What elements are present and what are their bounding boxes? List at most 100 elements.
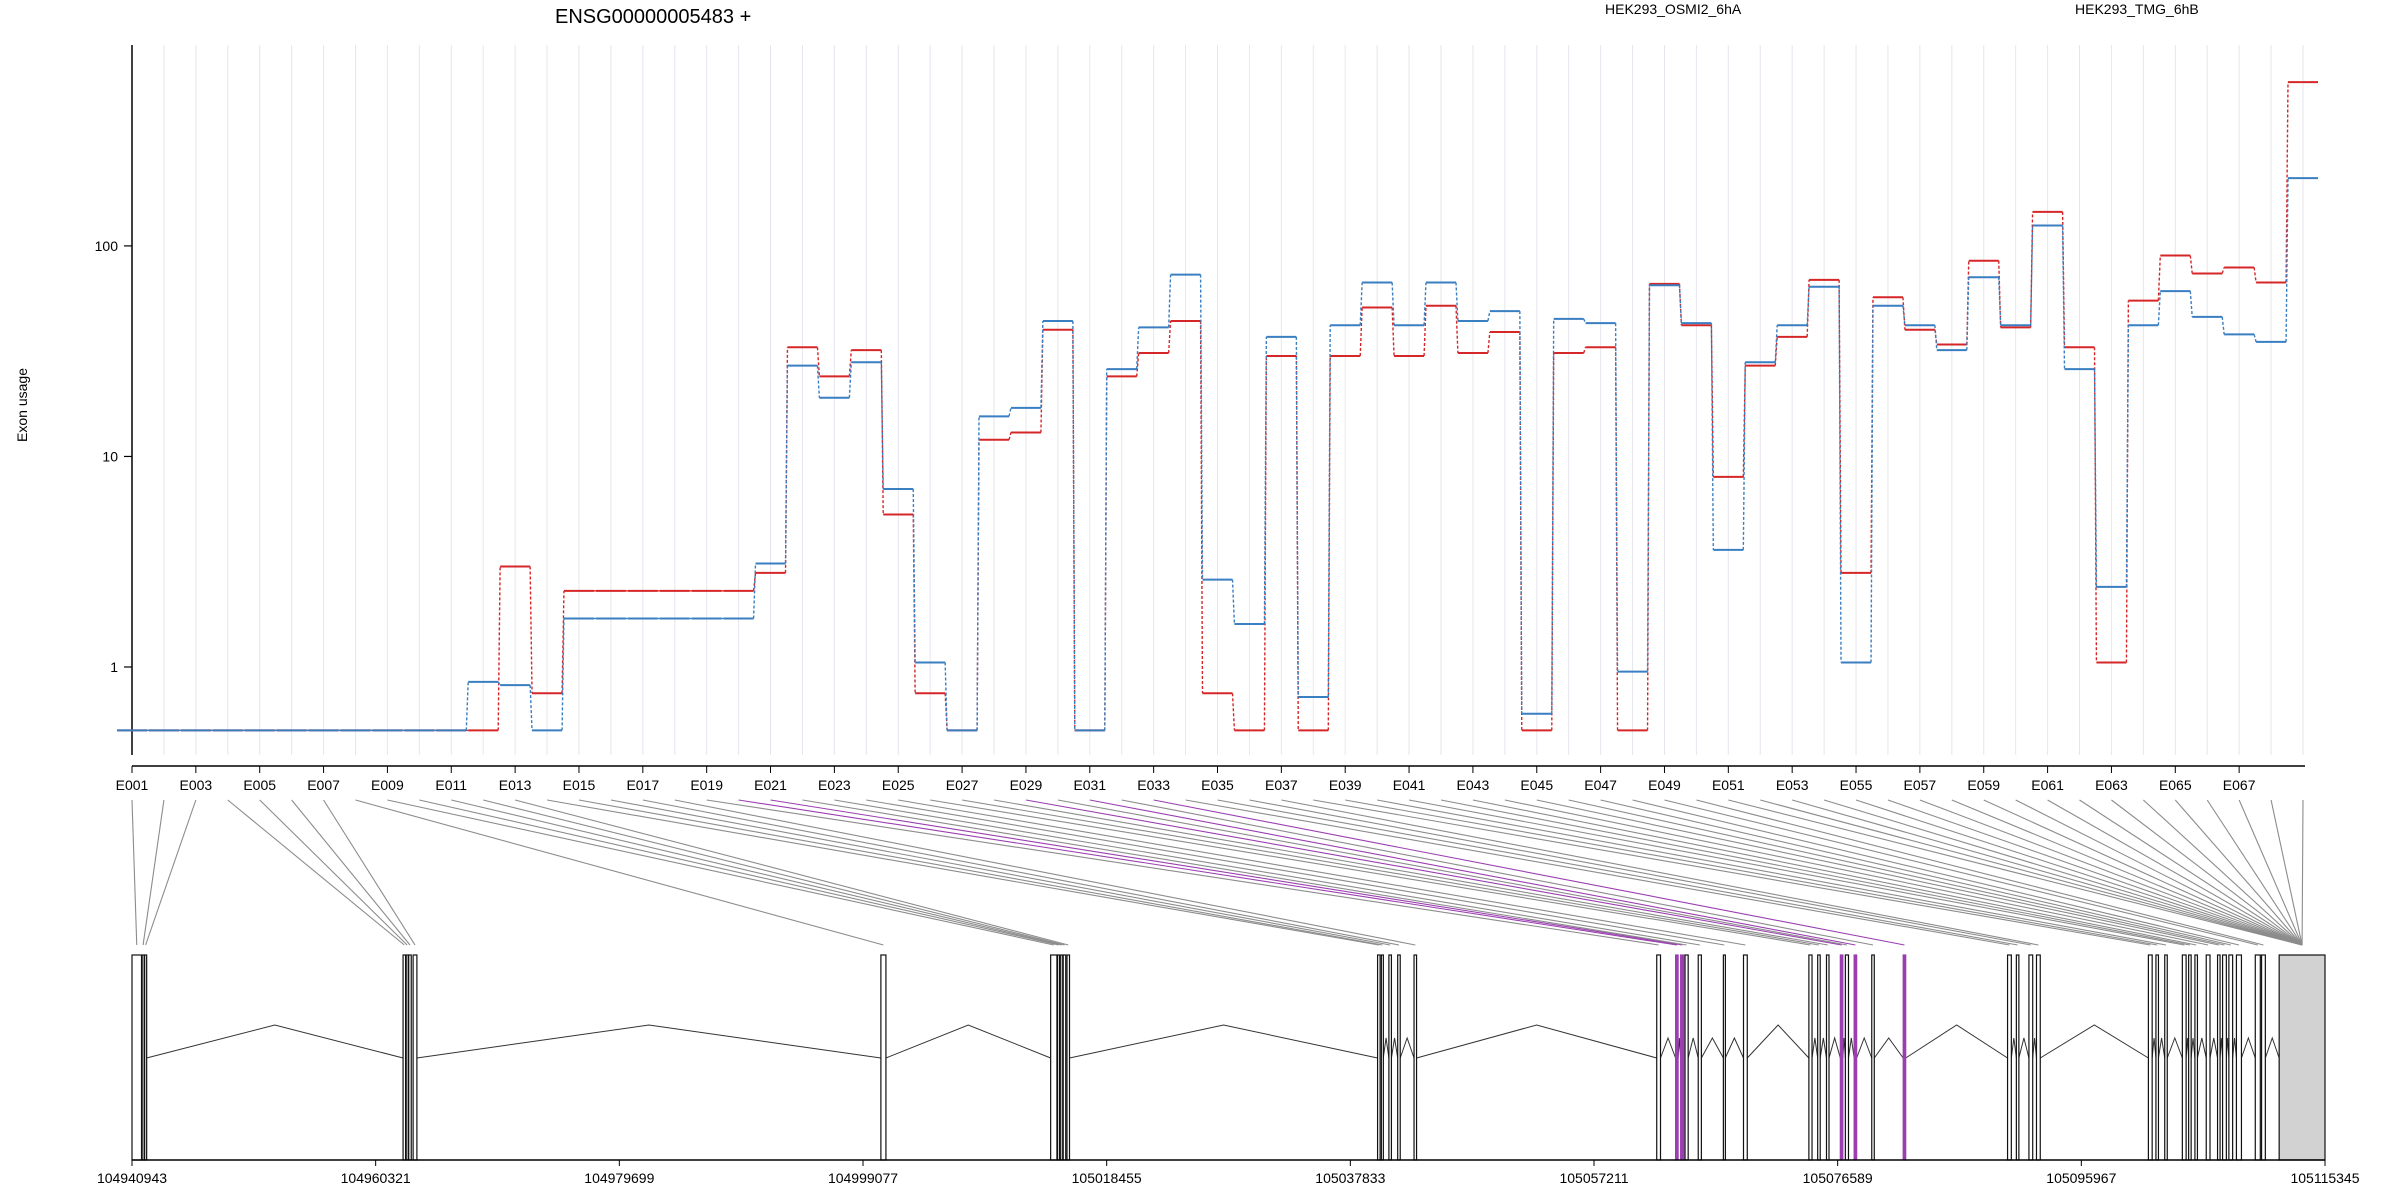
exon-label: E053 <box>1776 777 1809 793</box>
exon-connector <box>738 799 1677 946</box>
series-connector <box>561 590 565 694</box>
exon-label: E045 <box>1520 777 1553 793</box>
exon-box <box>1056 954 1061 1161</box>
exon-connector <box>802 799 1687 946</box>
series-connector <box>529 566 533 694</box>
intron-line <box>2018 1037 2030 1059</box>
exon-box <box>1871 954 1875 1161</box>
exon-connector <box>1025 799 1842 946</box>
exon-box <box>880 954 887 1161</box>
series-connector <box>1263 336 1268 625</box>
series-connector <box>2029 225 2034 326</box>
exon-connector <box>706 799 1659 946</box>
series-connector <box>529 685 533 731</box>
exon-label: E055 <box>1840 777 1873 793</box>
intron-line <box>2209 1037 2219 1059</box>
exon-label: E041 <box>1393 777 1426 793</box>
series-connector <box>2125 325 2130 587</box>
exon-label: E063 <box>2095 777 2128 793</box>
series-connector <box>784 365 789 564</box>
exon-box <box>2228 954 2234 1161</box>
series-connector <box>1998 260 2002 328</box>
exon-box <box>2015 954 2020 1161</box>
exon-box <box>1808 954 1813 1161</box>
intron-line <box>416 1024 881 1059</box>
exon-label: E023 <box>818 777 851 793</box>
exon-label: E025 <box>882 777 915 793</box>
exon-label: E037 <box>1265 777 1298 793</box>
intron-line <box>1382 1037 1390 1059</box>
intron-line <box>1416 1024 1657 1059</box>
exon-label: E013 <box>499 777 532 793</box>
exon-connector <box>1089 799 1856 946</box>
exon-label: E021 <box>754 777 787 793</box>
exon-connector <box>993 799 1828 946</box>
exon-box <box>408 954 412 1161</box>
intron-line <box>2196 1037 2207 1059</box>
exon-box <box>1388 954 1393 1161</box>
intron-line <box>1700 1036 1724 1059</box>
y-tick-label: 10 <box>102 448 118 464</box>
exon-label: E027 <box>946 777 979 793</box>
series-connector <box>848 350 853 377</box>
exon-connector <box>1983 799 2303 946</box>
series-connector <box>1902 305 1906 326</box>
series-connector <box>1838 279 1842 573</box>
exon-box <box>1742 954 1748 1161</box>
series-connector <box>2253 334 2257 343</box>
series-connector <box>1646 285 1651 672</box>
exon-connector <box>2047 799 2303 946</box>
series-connector <box>1072 329 1076 731</box>
exon-label: E057 <box>1904 777 1937 793</box>
exon-connector <box>1887 799 2303 946</box>
exon-connector <box>961 799 1820 946</box>
exon-connector <box>930 799 1811 946</box>
exon-label: E067 <box>2223 777 2256 793</box>
intron-line <box>2232 1037 2237 1059</box>
exon-label: E005 <box>243 777 276 793</box>
exon-box <box>1380 954 1384 1161</box>
exon-box <box>1684 954 1689 1161</box>
exon-label: E043 <box>1457 777 1490 793</box>
exon-connector <box>1121 799 1874 946</box>
series-connector <box>1327 355 1331 731</box>
exon-box <box>1066 954 1071 1161</box>
exon-label: E065 <box>2159 777 2192 793</box>
exon-connector <box>145 799 197 946</box>
highlighted-exon <box>1839 954 1844 1161</box>
intron-line <box>1399 1036 1415 1059</box>
series-connector <box>1359 282 1363 326</box>
exon-box <box>2205 954 2211 1161</box>
genomic-tick-label: 104940943 <box>97 1170 167 1186</box>
exon-box <box>2194 954 2199 1161</box>
exon-box <box>402 954 407 1161</box>
series-connector <box>2285 178 2289 342</box>
series-connector <box>1104 369 1108 731</box>
series-connector <box>2189 255 2193 274</box>
series-connector <box>1455 282 1459 322</box>
exon-connector <box>1600 799 2231 946</box>
highlighted-exon <box>1902 954 1907 1161</box>
exon-box <box>2254 954 2261 1161</box>
exon-connector <box>674 799 1416 946</box>
genomic-tick-label: 105018455 <box>1072 1170 1142 1186</box>
intron-line <box>1724 1036 1744 1059</box>
intron-line <box>1828 1036 1841 1059</box>
series-connector <box>1742 362 1746 550</box>
series-connector <box>2221 316 2225 335</box>
exon-connector <box>1313 799 2151 946</box>
exon-box <box>2221 954 2227 1161</box>
exon-box <box>2028 954 2034 1161</box>
exon-connector <box>355 799 884 946</box>
series-connector <box>1167 320 1172 354</box>
exon-connector <box>2301 799 2304 946</box>
intron-line <box>2264 1036 2280 1059</box>
exon-box <box>1050 954 1058 1161</box>
exon-connector <box>1440 799 2190 946</box>
highlighted-exon <box>1680 954 1685 1161</box>
series-connector <box>1646 283 1651 731</box>
series-connector <box>848 362 853 398</box>
exon-connector <box>2238 799 2303 946</box>
series-connector <box>2221 267 2225 274</box>
